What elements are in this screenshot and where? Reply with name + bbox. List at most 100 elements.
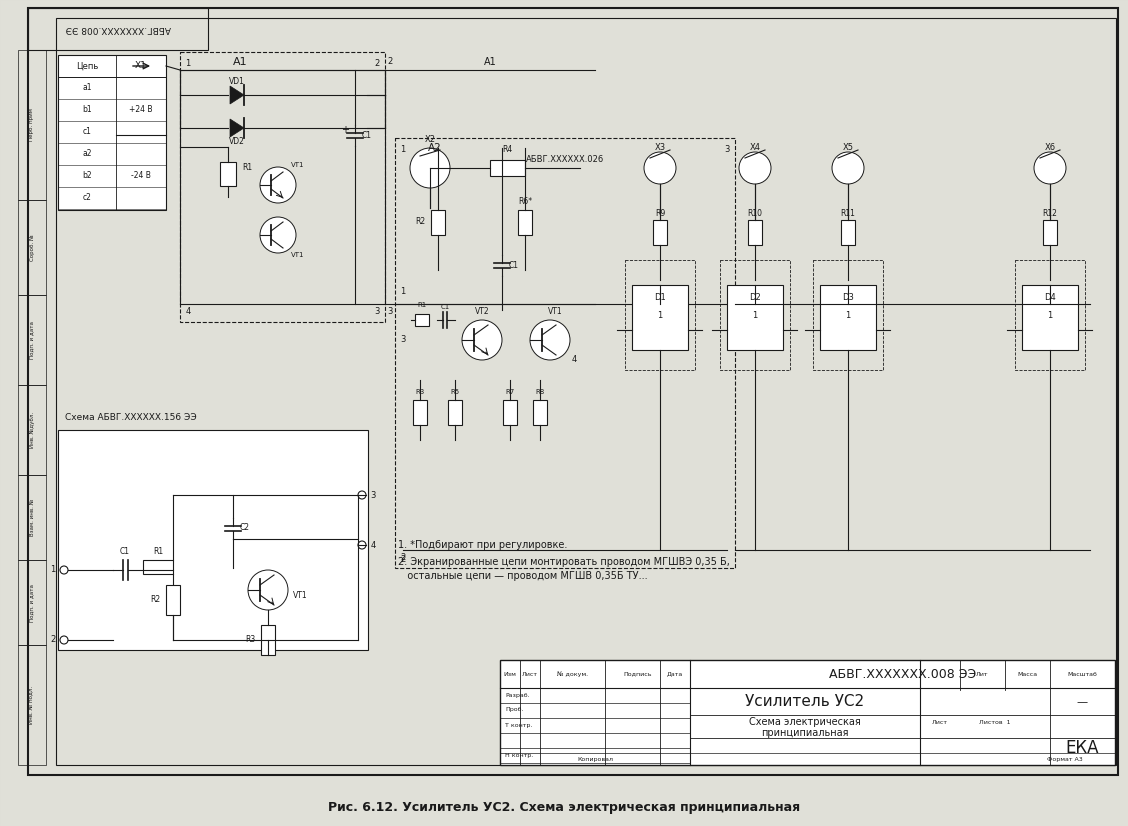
Text: VT1: VT1 [293,591,308,600]
Circle shape [1034,152,1066,184]
Bar [18,295,46,385]
Bar [841,220,855,245]
Text: 3: 3 [387,307,393,316]
Text: R1: R1 [417,302,426,308]
Text: А1: А1 [484,57,496,67]
Bar [143,560,173,574]
Text: C1: C1 [509,260,519,269]
Bar [220,162,236,186]
Text: Т контр.: Т контр. [505,723,532,728]
Bar [1022,285,1078,350]
Text: 3: 3 [724,145,730,154]
Text: Масштаб: Масштаб [1067,672,1098,676]
Bar [18,385,46,475]
Text: Рис. 6.12. Усилитель УС2. Схема электрическая принципиальная: Рис. 6.12. Усилитель УС2. Схема электрич… [328,801,800,814]
Circle shape [409,148,450,188]
Text: Лист: Лист [522,672,538,676]
Text: 2: 2 [400,556,406,564]
Text: 1: 1 [658,311,662,320]
Circle shape [739,152,772,184]
Text: АБВГ.XXXXXXX.008 ЭЭ: АБВГ.XXXXXXX.008 ЭЭ [829,667,976,681]
Text: R5: R5 [450,389,459,395]
Text: Подп. и дата: Подп. и дата [29,321,35,359]
Text: остальные цепи — проводом МГШВ 0,35Б ТУ...: остальные цепи — проводом МГШВ 0,35Б ТУ.… [398,571,647,581]
Text: VT1: VT1 [548,307,563,316]
Text: -24 В: -24 В [131,172,151,181]
Text: —: — [1077,697,1089,707]
Text: c1: c1 [82,127,91,136]
Text: D1: D1 [654,292,666,301]
Text: 1: 1 [845,311,851,320]
Text: VT2: VT2 [475,307,490,316]
Bar [18,50,46,200]
Text: R2: R2 [150,596,160,605]
Text: 1: 1 [400,145,406,154]
Text: R3: R3 [415,389,424,395]
Bar [58,430,368,650]
Text: Усилитель УС2: Усилитель УС2 [746,694,864,709]
Bar [18,475,46,560]
Text: 1: 1 [185,59,191,69]
Bar [534,400,547,425]
Bar [748,220,763,245]
Bar [518,210,532,235]
Text: R10: R10 [748,208,763,217]
Text: Формат А3: Формат А3 [1047,757,1083,762]
Polygon shape [230,119,244,137]
Text: VD1: VD1 [229,77,245,86]
Text: Н контр.: Н контр. [505,752,534,757]
Text: № докум.: № докум. [557,672,589,676]
Bar [261,625,275,655]
Bar [28,8,208,50]
Bar [18,200,46,295]
Text: VD2: VD2 [229,137,245,146]
Text: R1: R1 [243,163,253,172]
Text: Разраб.: Разраб. [505,692,530,697]
Text: R8: R8 [536,389,545,395]
Text: Схема электрическая: Схема электрическая [749,717,861,727]
Text: 4: 4 [572,355,576,364]
Bar [18,560,46,645]
Text: Изм: Изм [503,672,517,676]
Text: Инв. № подл.: Инв. № подл. [29,686,35,724]
Text: 4: 4 [370,540,376,549]
Circle shape [358,491,365,499]
Text: R11: R11 [840,208,855,217]
Text: X1: X1 [135,61,147,70]
Text: Листов  1: Листов 1 [979,719,1011,724]
Bar [413,400,428,425]
Text: R6*: R6* [518,197,532,206]
Text: X6: X6 [1045,144,1056,153]
Circle shape [644,152,676,184]
Text: +: + [341,125,349,135]
Text: 2: 2 [400,553,406,563]
Circle shape [530,320,570,360]
Text: VT1: VT1 [291,162,305,168]
Text: Взам. инв. №: Взам. инв. № [29,499,35,536]
Circle shape [358,541,365,549]
Text: Подп. и дата: Подп. и дата [29,583,35,621]
Bar [1015,260,1085,370]
Text: b2: b2 [82,172,91,181]
Polygon shape [230,86,244,104]
Bar [415,314,429,326]
Text: a1: a1 [82,83,91,93]
Circle shape [60,566,68,574]
Text: +24 В: +24 В [130,106,152,115]
Bar [448,400,462,425]
Bar [728,285,783,350]
Text: 1: 1 [400,287,406,297]
Circle shape [832,152,864,184]
Text: Копировал: Копировал [578,757,613,762]
Text: А1: А1 [232,57,247,67]
Text: R4: R4 [502,145,512,154]
Text: 3: 3 [374,307,380,316]
Text: 3: 3 [400,335,406,344]
Bar [490,160,525,176]
Text: 1: 1 [752,311,758,320]
Text: 1. *Подбирают при регулировке.: 1. *Подбирают при регулировке. [398,540,567,550]
Text: 1: 1 [51,566,55,575]
Text: Перб. прим: Перб. прим [29,108,35,141]
Bar [166,585,180,615]
Text: 2: 2 [374,59,380,69]
